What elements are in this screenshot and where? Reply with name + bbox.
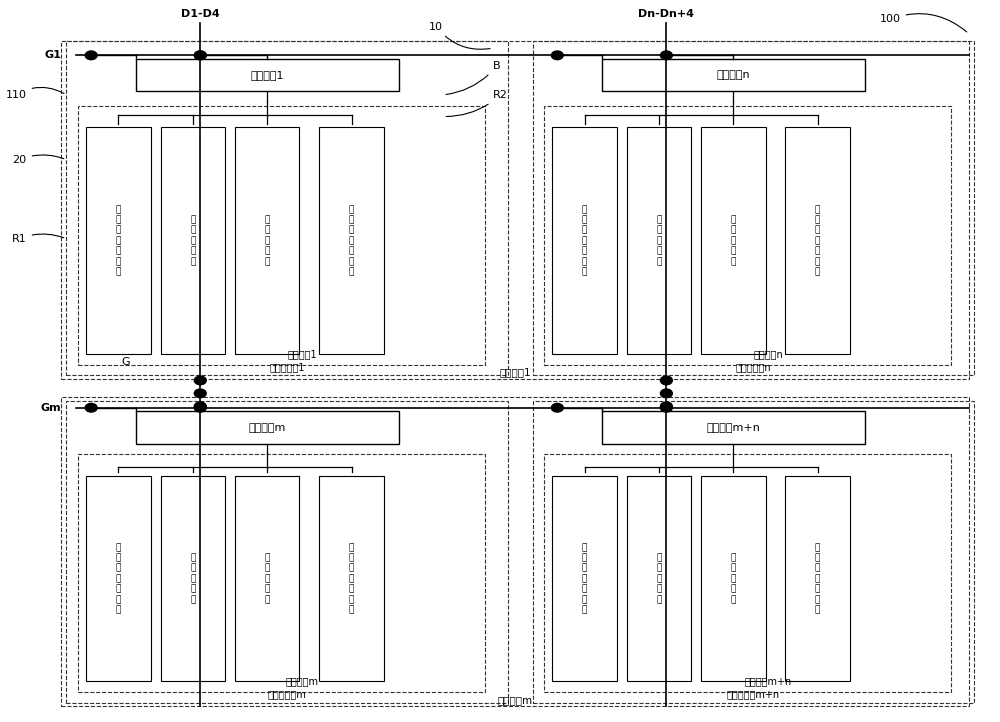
Text: 子像素单元m+n: 子像素单元m+n [727, 689, 780, 699]
Circle shape [660, 376, 672, 385]
Text: 子像素组m+n: 子像素组m+n [744, 676, 792, 686]
Circle shape [194, 404, 206, 412]
Text: Gm: Gm [41, 403, 61, 413]
Text: 绿
色
子
像
素: 绿 色 子 像 素 [190, 215, 196, 266]
Circle shape [194, 51, 206, 60]
FancyBboxPatch shape [701, 476, 766, 681]
Text: 第
一
红
色
子
像
素: 第 一 红 色 子 像 素 [116, 205, 121, 277]
FancyBboxPatch shape [785, 127, 850, 354]
Text: 子像素单元m: 子像素单元m [268, 689, 306, 699]
Text: 蓝
色
子
像
素: 蓝 色 子 像 素 [265, 553, 270, 604]
Text: 驱动电路n: 驱动电路n [717, 70, 750, 80]
FancyBboxPatch shape [86, 476, 151, 681]
Text: 第
一
红
色
子
像
素: 第 一 红 色 子 像 素 [116, 543, 121, 614]
FancyBboxPatch shape [627, 127, 691, 354]
Text: B: B [446, 61, 500, 95]
Text: 第
一
红
色
子
像
素: 第 一 红 色 子 像 素 [582, 543, 587, 614]
Text: D1-D4: D1-D4 [181, 9, 220, 19]
Text: 绿
色
子
像
素: 绿 色 子 像 素 [656, 553, 662, 604]
Circle shape [194, 376, 206, 385]
FancyBboxPatch shape [319, 127, 384, 354]
FancyBboxPatch shape [627, 476, 691, 681]
Circle shape [551, 51, 563, 60]
FancyBboxPatch shape [136, 412, 399, 444]
Text: R1: R1 [12, 234, 64, 244]
Text: 绿
色
子
像
素: 绿 色 子 像 素 [656, 215, 662, 266]
Text: 子像素组1: 子像素组1 [287, 349, 317, 359]
FancyBboxPatch shape [602, 412, 865, 444]
Text: 驱动电路m: 驱动电路m [249, 422, 286, 432]
FancyBboxPatch shape [86, 127, 151, 354]
Circle shape [194, 51, 206, 60]
Text: 绿
色
子
像
素: 绿 色 子 像 素 [190, 553, 196, 604]
Circle shape [660, 389, 672, 398]
Circle shape [194, 389, 206, 398]
Text: 子像素组m: 子像素组m [285, 676, 318, 686]
Text: 20: 20 [13, 155, 64, 165]
Circle shape [194, 402, 206, 411]
Text: 第
一
红
色
子
像
素: 第 一 红 色 子 像 素 [582, 205, 587, 277]
FancyBboxPatch shape [136, 59, 399, 91]
Text: R2: R2 [446, 90, 508, 116]
Text: 第
二
红
色
子
像
素: 第 二 红 色 子 像 素 [815, 205, 820, 277]
Text: 110: 110 [6, 87, 64, 100]
Text: 第
二
红
色
子
像
素: 第 二 红 色 子 像 素 [349, 543, 354, 614]
FancyBboxPatch shape [235, 127, 299, 354]
FancyBboxPatch shape [161, 476, 225, 681]
Text: Dn-Dn+4: Dn-Dn+4 [638, 9, 694, 19]
FancyBboxPatch shape [235, 476, 299, 681]
FancyBboxPatch shape [552, 127, 617, 354]
FancyBboxPatch shape [785, 476, 850, 681]
Circle shape [660, 402, 672, 411]
Circle shape [85, 404, 97, 412]
Text: 子像素单元n: 子像素单元n [735, 362, 771, 372]
Text: 蓝
色
子
像
素: 蓝 色 子 像 素 [265, 215, 270, 266]
Text: 第
二
红
色
子
像
素: 第 二 红 色 子 像 素 [815, 543, 820, 614]
Text: 10: 10 [429, 22, 490, 49]
Text: 子像素单元1: 子像素单元1 [269, 362, 305, 372]
Circle shape [85, 51, 97, 60]
Text: 驱动电路m+n: 驱动电路m+n [706, 422, 760, 432]
FancyBboxPatch shape [161, 127, 225, 354]
Text: G1: G1 [45, 51, 61, 61]
Text: 100: 100 [880, 14, 967, 32]
Text: G: G [122, 357, 130, 367]
Text: 蓝
色
子
像
素: 蓝 色 子 像 素 [731, 215, 736, 266]
Text: 子像素组n: 子像素组n [753, 349, 783, 359]
FancyBboxPatch shape [319, 476, 384, 681]
FancyBboxPatch shape [602, 59, 865, 91]
Text: 驱动电路1: 驱动电路1 [250, 70, 284, 80]
Text: 像素单元1: 像素单元1 [499, 367, 531, 377]
Text: 第
二
红
色
子
像
素: 第 二 红 色 子 像 素 [349, 205, 354, 277]
Circle shape [660, 404, 672, 412]
Circle shape [551, 404, 563, 412]
FancyBboxPatch shape [552, 476, 617, 681]
Text: 像素单元m: 像素单元m [498, 695, 533, 705]
FancyBboxPatch shape [701, 127, 766, 354]
Circle shape [660, 51, 672, 60]
Text: 蓝
色
子
像
素: 蓝 色 子 像 素 [731, 553, 736, 604]
